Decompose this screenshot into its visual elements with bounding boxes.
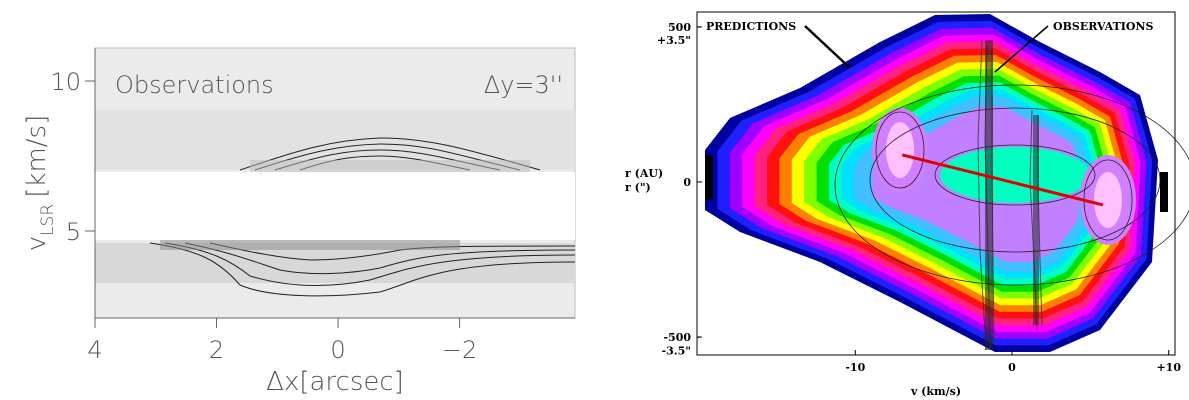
annotation: Δy=3'' bbox=[484, 71, 563, 99]
line bbox=[901, 153, 1104, 207]
x-axis-label: v (km/s) bbox=[910, 385, 961, 398]
y-axis-label: r (AU) bbox=[625, 167, 663, 180]
y-tick-label: 10 bbox=[50, 68, 81, 96]
y-tick-label: 0 bbox=[683, 176, 691, 189]
x-tick-label: −2 bbox=[442, 336, 477, 364]
y-tick-label: 500 bbox=[668, 21, 691, 34]
x-tick-label: 4 bbox=[87, 336, 102, 364]
x-tick-label: +10 bbox=[1156, 361, 1181, 374]
y-tick-label: -500 bbox=[663, 331, 691, 344]
x-tick-label: 0 bbox=[1008, 361, 1016, 374]
right-image bbox=[696, 11, 1189, 356]
annotation: Observations bbox=[115, 71, 274, 99]
x-tick-label: 2 bbox=[209, 336, 224, 364]
x-tick-label: 0 bbox=[330, 336, 345, 364]
y2-tick-label: -3.5" bbox=[662, 344, 691, 357]
annotation: OBSERVATIONS bbox=[1053, 20, 1154, 33]
left-image bbox=[94, 47, 576, 319]
y2-tick-label: +3.5" bbox=[657, 34, 691, 47]
y2-axis-label: r (") bbox=[625, 181, 651, 194]
x-axis-label: Δx[arcsec] bbox=[266, 367, 404, 397]
y-label-symbol: v bbox=[22, 236, 52, 251]
y-label-unit: [km/s] bbox=[22, 115, 52, 198]
y-axis-label: vLSR [km/s] bbox=[22, 115, 58, 251]
y-tick-label: 5 bbox=[66, 218, 81, 246]
y-label-subscript: LSR bbox=[38, 204, 58, 236]
annotation: PREDICTIONS bbox=[706, 20, 796, 33]
x-tick-label: -10 bbox=[845, 361, 865, 374]
